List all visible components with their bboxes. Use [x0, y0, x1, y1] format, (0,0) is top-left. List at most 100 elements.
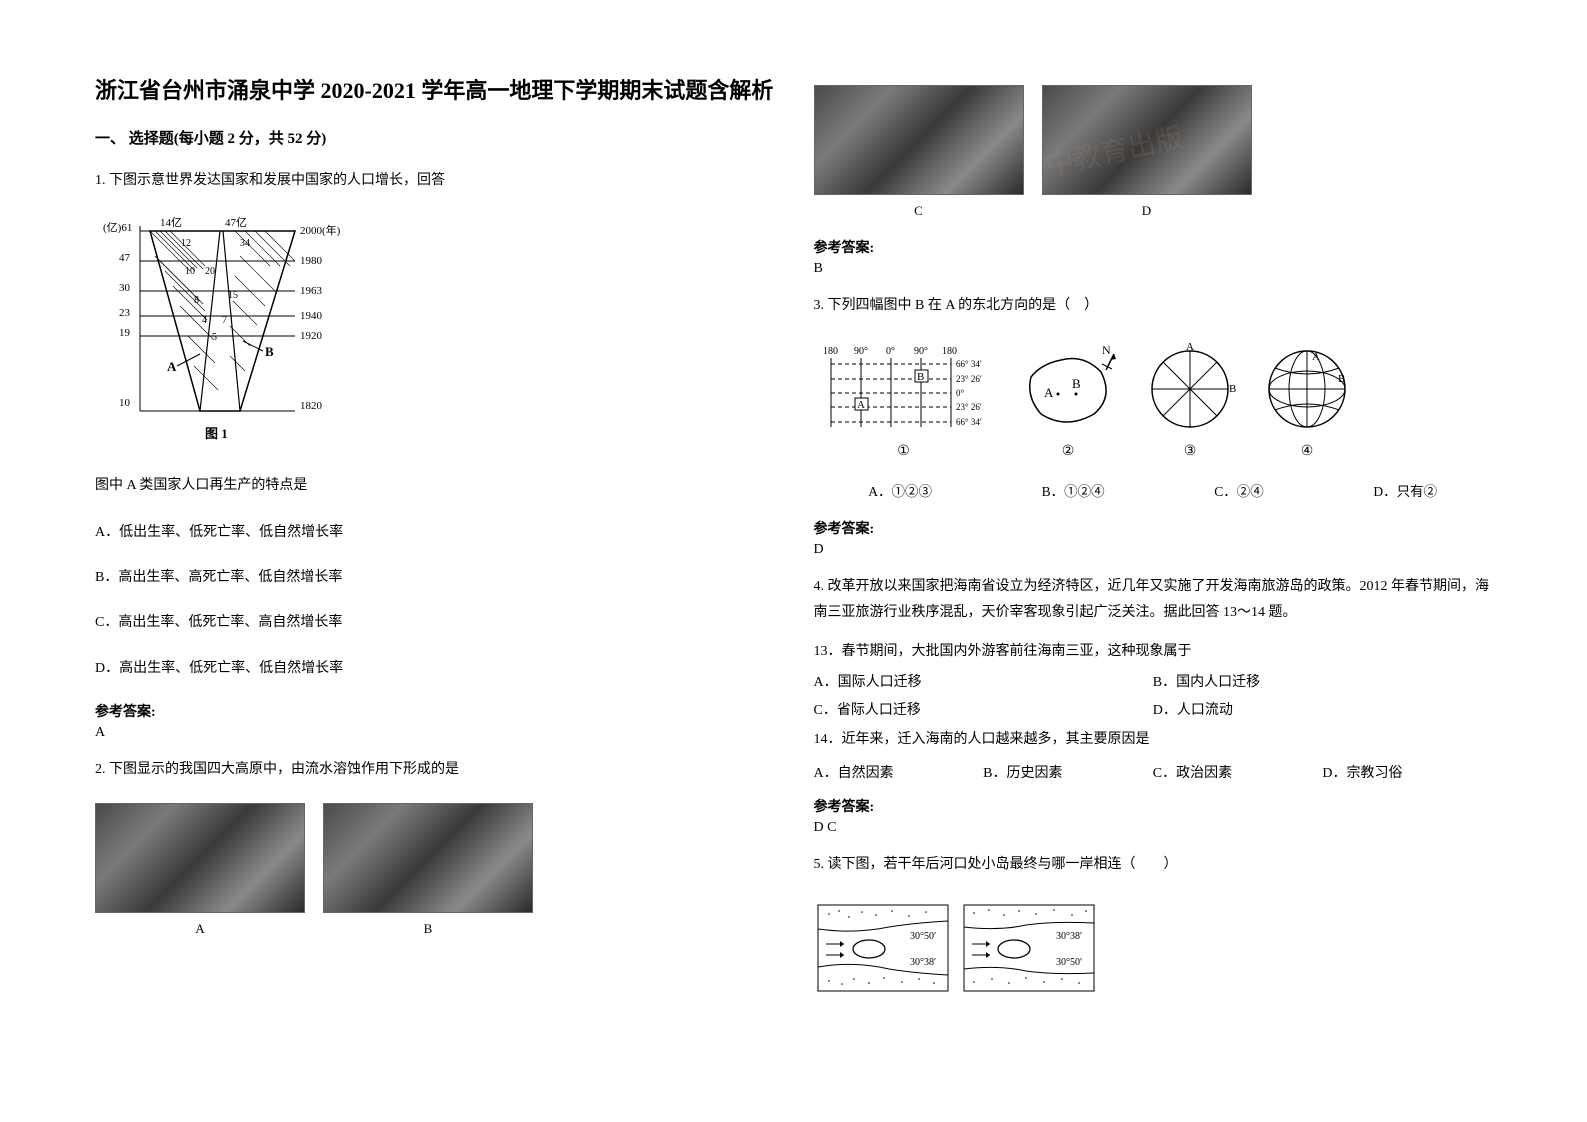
q14-a: A．自然因素: [814, 758, 984, 786]
svg-text:10: 10: [185, 266, 195, 277]
q1-sub: 图中 A 类国家人口再生产的特点是: [95, 473, 774, 500]
q4-intro: 4. 改革开放以来国家把海南省设立为经济特区，近几年又实施了开发海南旅游岛的政策…: [814, 574, 1493, 627]
q3-answer: D: [814, 542, 1493, 558]
svg-text:30°38′: 30°38′: [910, 957, 936, 968]
svg-text:8: 8: [194, 295, 199, 306]
svg-text:5: 5: [212, 332, 217, 343]
circle-2: ②: [1062, 443, 1075, 460]
q3-answer-label: 参考答案:: [814, 518, 1493, 538]
q13-c: C．省际人口迁移: [814, 695, 1153, 723]
q4-q13: 13．春节期间，大批国内外游客前往海南三亚，这种现象属于: [814, 639, 1493, 666]
q1-option-c: C．高出生率、低死亡率、高自然增长率: [95, 610, 774, 635]
section-heading: 一、 选择题(每小题 2 分，共 52 分): [95, 127, 774, 148]
svg-text:A: A: [1044, 385, 1054, 400]
q3-diagram-2: A B N ②: [1016, 342, 1121, 460]
svg-text:A: A: [1186, 342, 1194, 353]
svg-text:B: B: [917, 371, 924, 383]
svg-text:B: B: [265, 344, 274, 359]
q3-diagram-row: 180 90° 0° 90° 180 66° 34: [814, 342, 1493, 460]
svg-text:19: 19: [119, 327, 131, 339]
svg-text:B: B: [1229, 383, 1236, 395]
circle-4: ④: [1301, 443, 1314, 460]
svg-text:20: 20: [205, 266, 215, 277]
q3-stem: 3. 下列四幅图中 B 在 A 的东北方向的是（ ）: [814, 293, 1493, 320]
page-title: 浙江省台州市涌泉中学 2020-2021 学年高一地理下学期期末试题含解析: [95, 75, 774, 107]
q1-option-d: D．高出生率、低死亡率、低自然增长率: [95, 656, 774, 681]
q4-q13-options: A．国际人口迁移 B．国内人口迁移 C．省际人口迁移 D．人口流动: [814, 667, 1493, 723]
svg-text:1920: 1920: [300, 330, 323, 342]
svg-text:30: 30: [119, 282, 131, 294]
q2-image-a: [95, 803, 305, 913]
svg-text:30°50′: 30°50′: [910, 931, 936, 942]
svg-text:90°: 90°: [914, 346, 928, 357]
svg-text:66° 34′: 66° 34′: [956, 417, 982, 427]
q4-answer: D C: [814, 820, 1493, 836]
q1-answer: A: [95, 725, 774, 741]
svg-text:23: 23: [119, 307, 131, 319]
q1-option-a: A．低出生率、低死亡率、低自然增长率: [95, 520, 774, 545]
q3-diagram-1: 180 90° 0° 90° 180 66° 34: [814, 342, 994, 460]
q3-options: A．①②③ B．①②④ C．②④ D．只有②: [814, 480, 1493, 500]
svg-text:B: B: [1338, 373, 1345, 385]
svg-text:7: 7: [222, 315, 227, 326]
svg-text:90°: 90°: [854, 346, 868, 357]
svg-text:66° 34′: 66° 34′: [956, 359, 982, 369]
q2-image-b: [323, 803, 533, 913]
q2-label-d: D: [1042, 203, 1252, 219]
circle-3: ③: [1184, 443, 1197, 460]
left-column: 浙江省台州市涌泉中学 2020-2021 学年高一地理下学期期末试题含解析 一、…: [95, 75, 774, 1047]
svg-text:0°: 0°: [886, 346, 895, 357]
svg-text:N: N: [1102, 343, 1111, 357]
q3-opt-b: B．①②④: [1042, 480, 1105, 500]
svg-text:0°: 0°: [956, 388, 965, 398]
q2-answer: B: [814, 261, 1493, 277]
q2-answer-label: 参考答案:: [814, 237, 1493, 257]
q3-diagram-3: A B ③: [1143, 342, 1238, 460]
q13-a: A．国际人口迁移: [814, 667, 1153, 695]
svg-text:B: B: [1072, 376, 1081, 391]
q1-stem: 1. 下图示意世界发达国家和发展中国家的人口增长，回答: [95, 168, 774, 195]
q14-d: D．宗教习俗: [1322, 758, 1492, 786]
svg-text:47: 47: [119, 252, 131, 264]
svg-text:4: 4: [202, 315, 207, 326]
svg-text:2000(年): 2000(年): [300, 223, 341, 237]
q2-label-row-ab: A B: [95, 921, 774, 937]
q5-diagram: 30°50′ 30°38′ 30°38′ 30°50′: [814, 899, 1493, 1004]
population-chart-svg: (亿)61 47 30 23 19 10 14亿 47亿 2000(年) 198…: [95, 216, 345, 446]
q1-answer-label: 参考答案:: [95, 701, 774, 721]
q2-label-a: A: [95, 921, 305, 937]
q2-image-d: [1042, 85, 1252, 195]
q4-answer-label: 参考答案:: [814, 796, 1493, 816]
q2-label-b: B: [323, 921, 533, 937]
svg-text:15: 15: [228, 290, 238, 301]
q5-stem: 5. 读下图，若干年后河口处小岛最终与哪一岸相连（ ）: [814, 852, 1493, 879]
svg-text:1963: 1963: [300, 285, 323, 297]
svg-text:1820: 1820: [300, 400, 323, 412]
svg-text:23° 26′: 23° 26′: [956, 374, 982, 384]
q2-image-row-cd: [814, 85, 1493, 195]
circle-1: ①: [897, 443, 910, 460]
svg-text:1980: 1980: [300, 255, 323, 267]
q3-opt-d: D．只有②: [1373, 480, 1437, 500]
svg-text:A: A: [167, 359, 177, 374]
q13-b: B．国内人口迁移: [1153, 667, 1492, 695]
q14-b: B．历史因素: [983, 758, 1153, 786]
q3-opt-a: A．①②③: [868, 480, 932, 500]
q14-c: C．政治因素: [1153, 758, 1323, 786]
svg-text:47亿: 47亿: [225, 216, 247, 229]
svg-text:34: 34: [240, 238, 250, 249]
q4-q14-options: A．自然因素 B．历史因素 C．政治因素 D．宗教习俗: [814, 758, 1493, 786]
svg-text:A: A: [857, 399, 865, 411]
svg-text:10: 10: [119, 397, 131, 409]
q3-diagram-4: A B ④: [1260, 342, 1355, 460]
q1-option-b: B．高出生率、高死亡率、低自然增长率: [95, 565, 774, 590]
svg-text:1940: 1940: [300, 310, 323, 322]
svg-text:30°38′: 30°38′: [1056, 931, 1082, 942]
svg-text:23° 26′: 23° 26′: [956, 402, 982, 412]
right-column: 中教育出版 C D 参考答案: B 3. 下列四幅图中 B 在 A 的东北方向的…: [814, 75, 1493, 1047]
y-unit: (亿)61: [103, 221, 132, 234]
svg-text:图 1: 图 1: [205, 426, 228, 441]
q2-label-c: C: [814, 203, 1024, 219]
q2-stem: 2. 下图显示的我国四大高原中，由流水溶蚀作用下形成的是: [95, 757, 774, 784]
q2-label-row-cd: C D: [814, 203, 1493, 219]
